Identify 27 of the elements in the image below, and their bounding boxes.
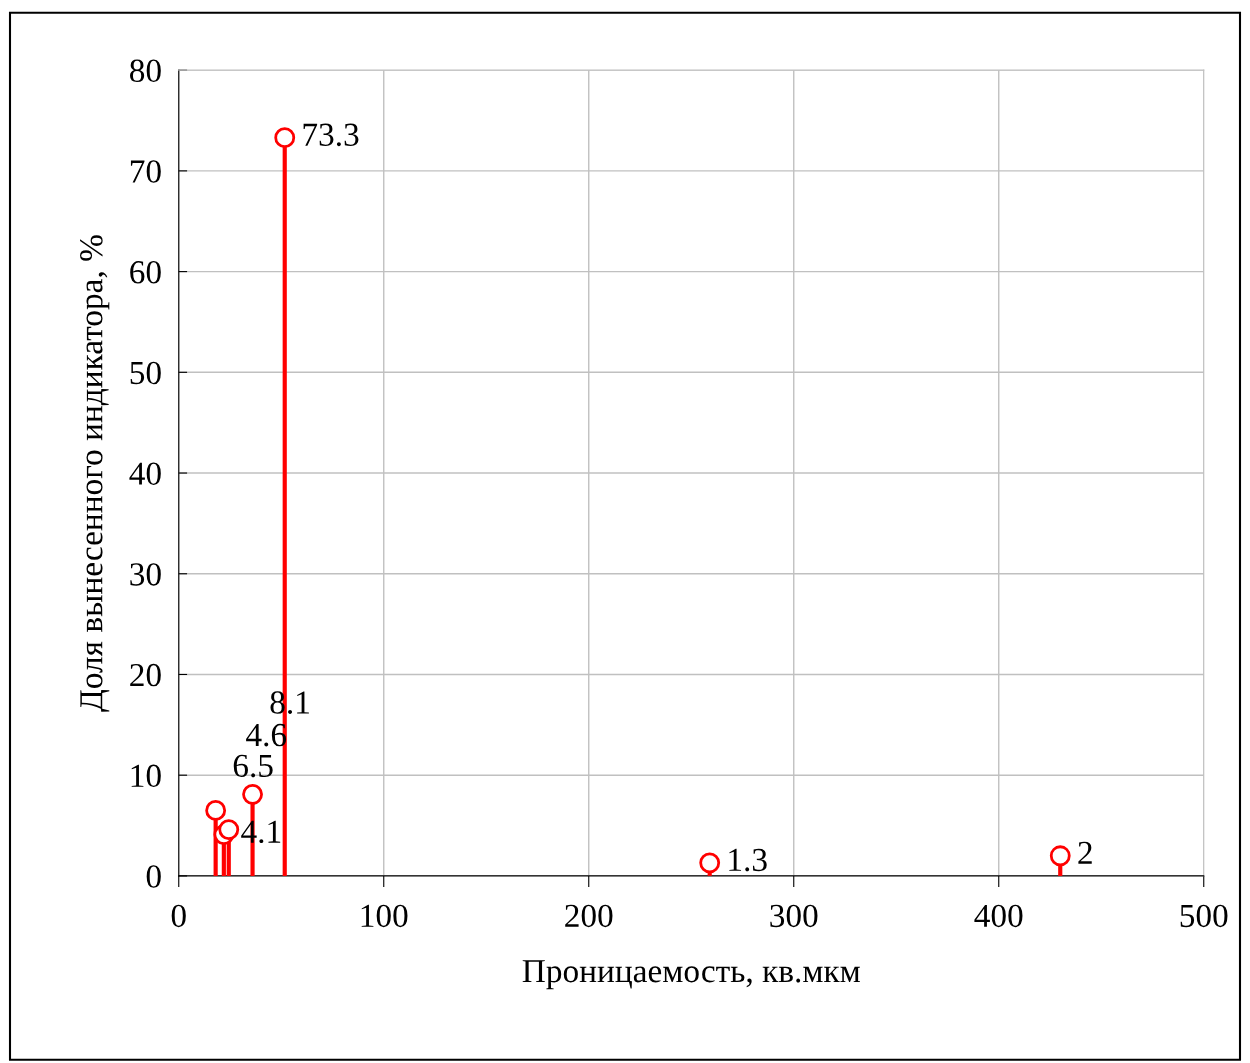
y-tick-label: 0 xyxy=(146,865,161,888)
y-tick-label: 10 xyxy=(131,764,161,788)
y-tick-label: 60 xyxy=(130,260,161,284)
y-tick-label: 40 xyxy=(129,462,161,485)
data-label: 6.5 xyxy=(233,754,273,778)
x-axis-title: Проницаемость, кв.мкм xyxy=(522,960,860,990)
y-tick-label: 80 xyxy=(130,59,161,83)
y-tick-label: 30 xyxy=(130,563,161,586)
y-axis-title: Доля вынесенного индикатора, % xyxy=(80,235,110,712)
point xyxy=(242,783,263,805)
x-tick-label: 500 xyxy=(1180,904,1228,928)
y-tick-label: 50 xyxy=(130,361,161,385)
data-label: 1.3 xyxy=(729,848,767,872)
data-label: 73.3 xyxy=(303,123,359,147)
x-tick-label: 200 xyxy=(565,904,613,928)
x-tick-label: 300 xyxy=(770,904,818,928)
point xyxy=(274,127,296,149)
point xyxy=(699,852,721,874)
y-tick-label: 20 xyxy=(130,663,161,687)
point xyxy=(205,800,227,821)
y-tick-label: 70 xyxy=(130,160,161,183)
x-tick-label: 100 xyxy=(361,904,408,928)
x-tick-label: 0 xyxy=(171,904,186,928)
point xyxy=(218,819,240,840)
x-tick-label: 400 xyxy=(974,904,1023,928)
point xyxy=(1049,845,1071,867)
data-label: 2 xyxy=(1078,841,1092,864)
